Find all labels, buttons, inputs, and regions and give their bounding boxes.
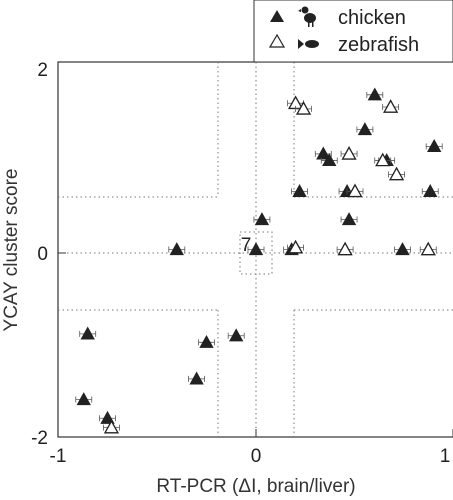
chicken-point bbox=[427, 139, 442, 152]
chicken-point bbox=[423, 184, 438, 197]
legend-box bbox=[253, 0, 453, 63]
legend-label-zebrafish: zebrafish bbox=[338, 34, 419, 56]
x-tick-label: -1 bbox=[50, 446, 67, 467]
zebrafish-point bbox=[383, 99, 399, 113]
zebrafish-point bbox=[295, 101, 312, 115]
y-tick-label: -2 bbox=[31, 428, 48, 449]
chicken-point bbox=[248, 242, 264, 256]
chicken-point bbox=[395, 242, 410, 256]
chicken-point bbox=[254, 212, 270, 226]
chicken-point bbox=[367, 87, 382, 101]
y-axis-label: YCAY cluster score bbox=[1, 169, 22, 332]
zebrafish-point bbox=[420, 241, 436, 256]
chicken-point bbox=[322, 153, 337, 167]
chicken-icon bbox=[298, 6, 316, 27]
legend-label-chicken: chicken bbox=[338, 7, 406, 29]
axis-ticks bbox=[57, 61, 453, 438]
legend: chicken zebrafish bbox=[253, 0, 453, 63]
chicken-point bbox=[100, 410, 115, 424]
chicken-point bbox=[199, 334, 214, 348]
data-points bbox=[75, 87, 443, 434]
chicken-point bbox=[292, 184, 307, 197]
x-axis-label: RT-PCR (ΔI, brain/liver) bbox=[156, 476, 355, 497]
chicken-point bbox=[341, 212, 357, 226]
chicken-point bbox=[229, 328, 244, 342]
zebrafish-point bbox=[287, 239, 304, 254]
chicken-point bbox=[76, 392, 91, 406]
chicken-point bbox=[169, 242, 184, 256]
annotation-label: 7 bbox=[241, 235, 252, 256]
zebrafish-point bbox=[347, 183, 363, 198]
zebrafish-point bbox=[388, 166, 405, 181]
legend-open-triangle-icon bbox=[268, 33, 286, 48]
zebrafish-point bbox=[341, 146, 357, 160]
x-tick-label: 1 bbox=[440, 446, 451, 467]
chicken-point bbox=[80, 326, 95, 340]
legend-filled-triangle-icon bbox=[270, 10, 284, 22]
chicken-point bbox=[316, 146, 331, 160]
y-tick-label: 2 bbox=[37, 60, 48, 81]
zebrafish-point bbox=[103, 419, 120, 434]
y-tick-label: 0 bbox=[37, 244, 48, 265]
fish-icon bbox=[298, 39, 319, 49]
x-tick-label: 0 bbox=[251, 446, 262, 467]
chicken-point bbox=[357, 122, 373, 136]
chicken-point bbox=[189, 371, 204, 385]
zebrafish-point bbox=[375, 152, 391, 167]
zebrafish-point bbox=[337, 241, 353, 256]
